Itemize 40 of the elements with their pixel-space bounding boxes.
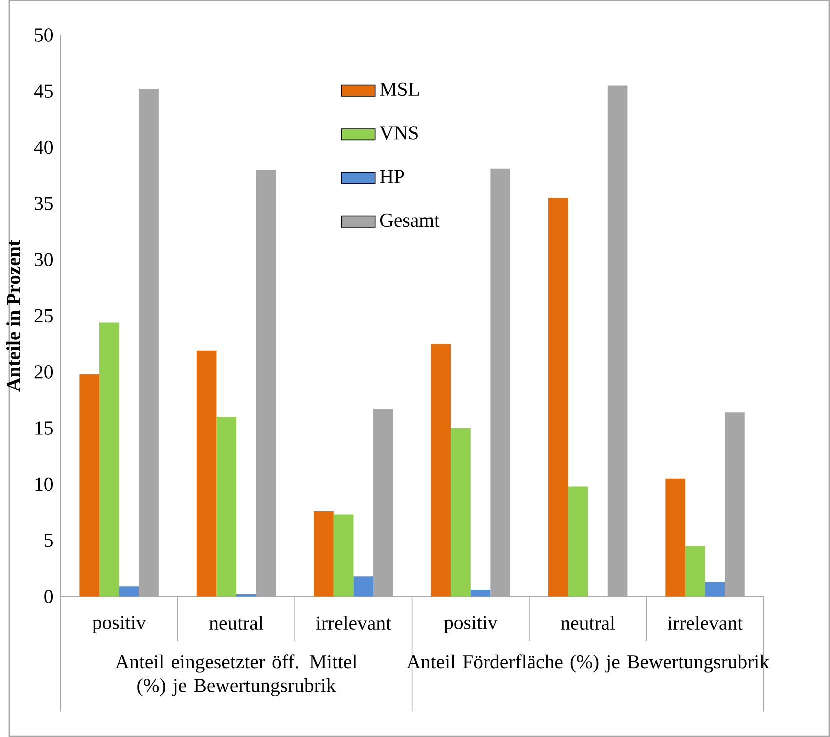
y-tick-label: 30 (34, 253, 54, 267)
bar (431, 344, 452, 597)
x-tick-label: irrelevant (668, 616, 743, 630)
bar (80, 374, 100, 597)
text: Anteil Förderfläche (%) je Bewertungsrubrik (406, 654, 770, 673)
legend-label: VNS (380, 126, 418, 140)
legend-label: Gesamt (380, 214, 440, 228)
y-tick-label: 20 (34, 366, 54, 379)
bar (100, 322, 120, 597)
x-tick-label: positiv (92, 616, 146, 634)
legend-label: MSL (380, 82, 420, 96)
bar (451, 428, 471, 597)
bar (314, 511, 334, 597)
legend-label: HP (380, 170, 404, 184)
bar (705, 582, 726, 597)
bar (216, 417, 237, 597)
bar (119, 586, 140, 597)
y-tick-label: 50 (35, 28, 54, 42)
bar (354, 576, 374, 597)
bar (470, 590, 491, 597)
bar (666, 478, 686, 597)
y-tick-label: 35 (34, 197, 53, 210)
y-tick-label: 45 (34, 84, 53, 98)
x-tick-label: irrelevant (316, 616, 392, 630)
bar (548, 198, 568, 597)
y-tick-label: 15 (36, 422, 53, 435)
text: Anteil eingesetzter öff. Mittel (%) je Bewertungsrubrik (116, 654, 358, 696)
y-tick-label: 5 (45, 534, 53, 548)
bar (334, 514, 354, 597)
y-tick-label: 10 (36, 478, 54, 492)
y-tick-label: 25 (34, 309, 53, 323)
x-tick-label: neutral (210, 616, 264, 630)
y-tick-label: 0 (44, 590, 54, 604)
bar (568, 486, 588, 597)
y-axis-title: Anteile in Prozent (6, 240, 20, 392)
x-tick-label: neutral (561, 616, 616, 630)
y-tick-label: 40 (34, 140, 54, 154)
bar (685, 546, 706, 597)
bar (196, 350, 217, 597)
x-tick-label: positiv (444, 616, 498, 634)
